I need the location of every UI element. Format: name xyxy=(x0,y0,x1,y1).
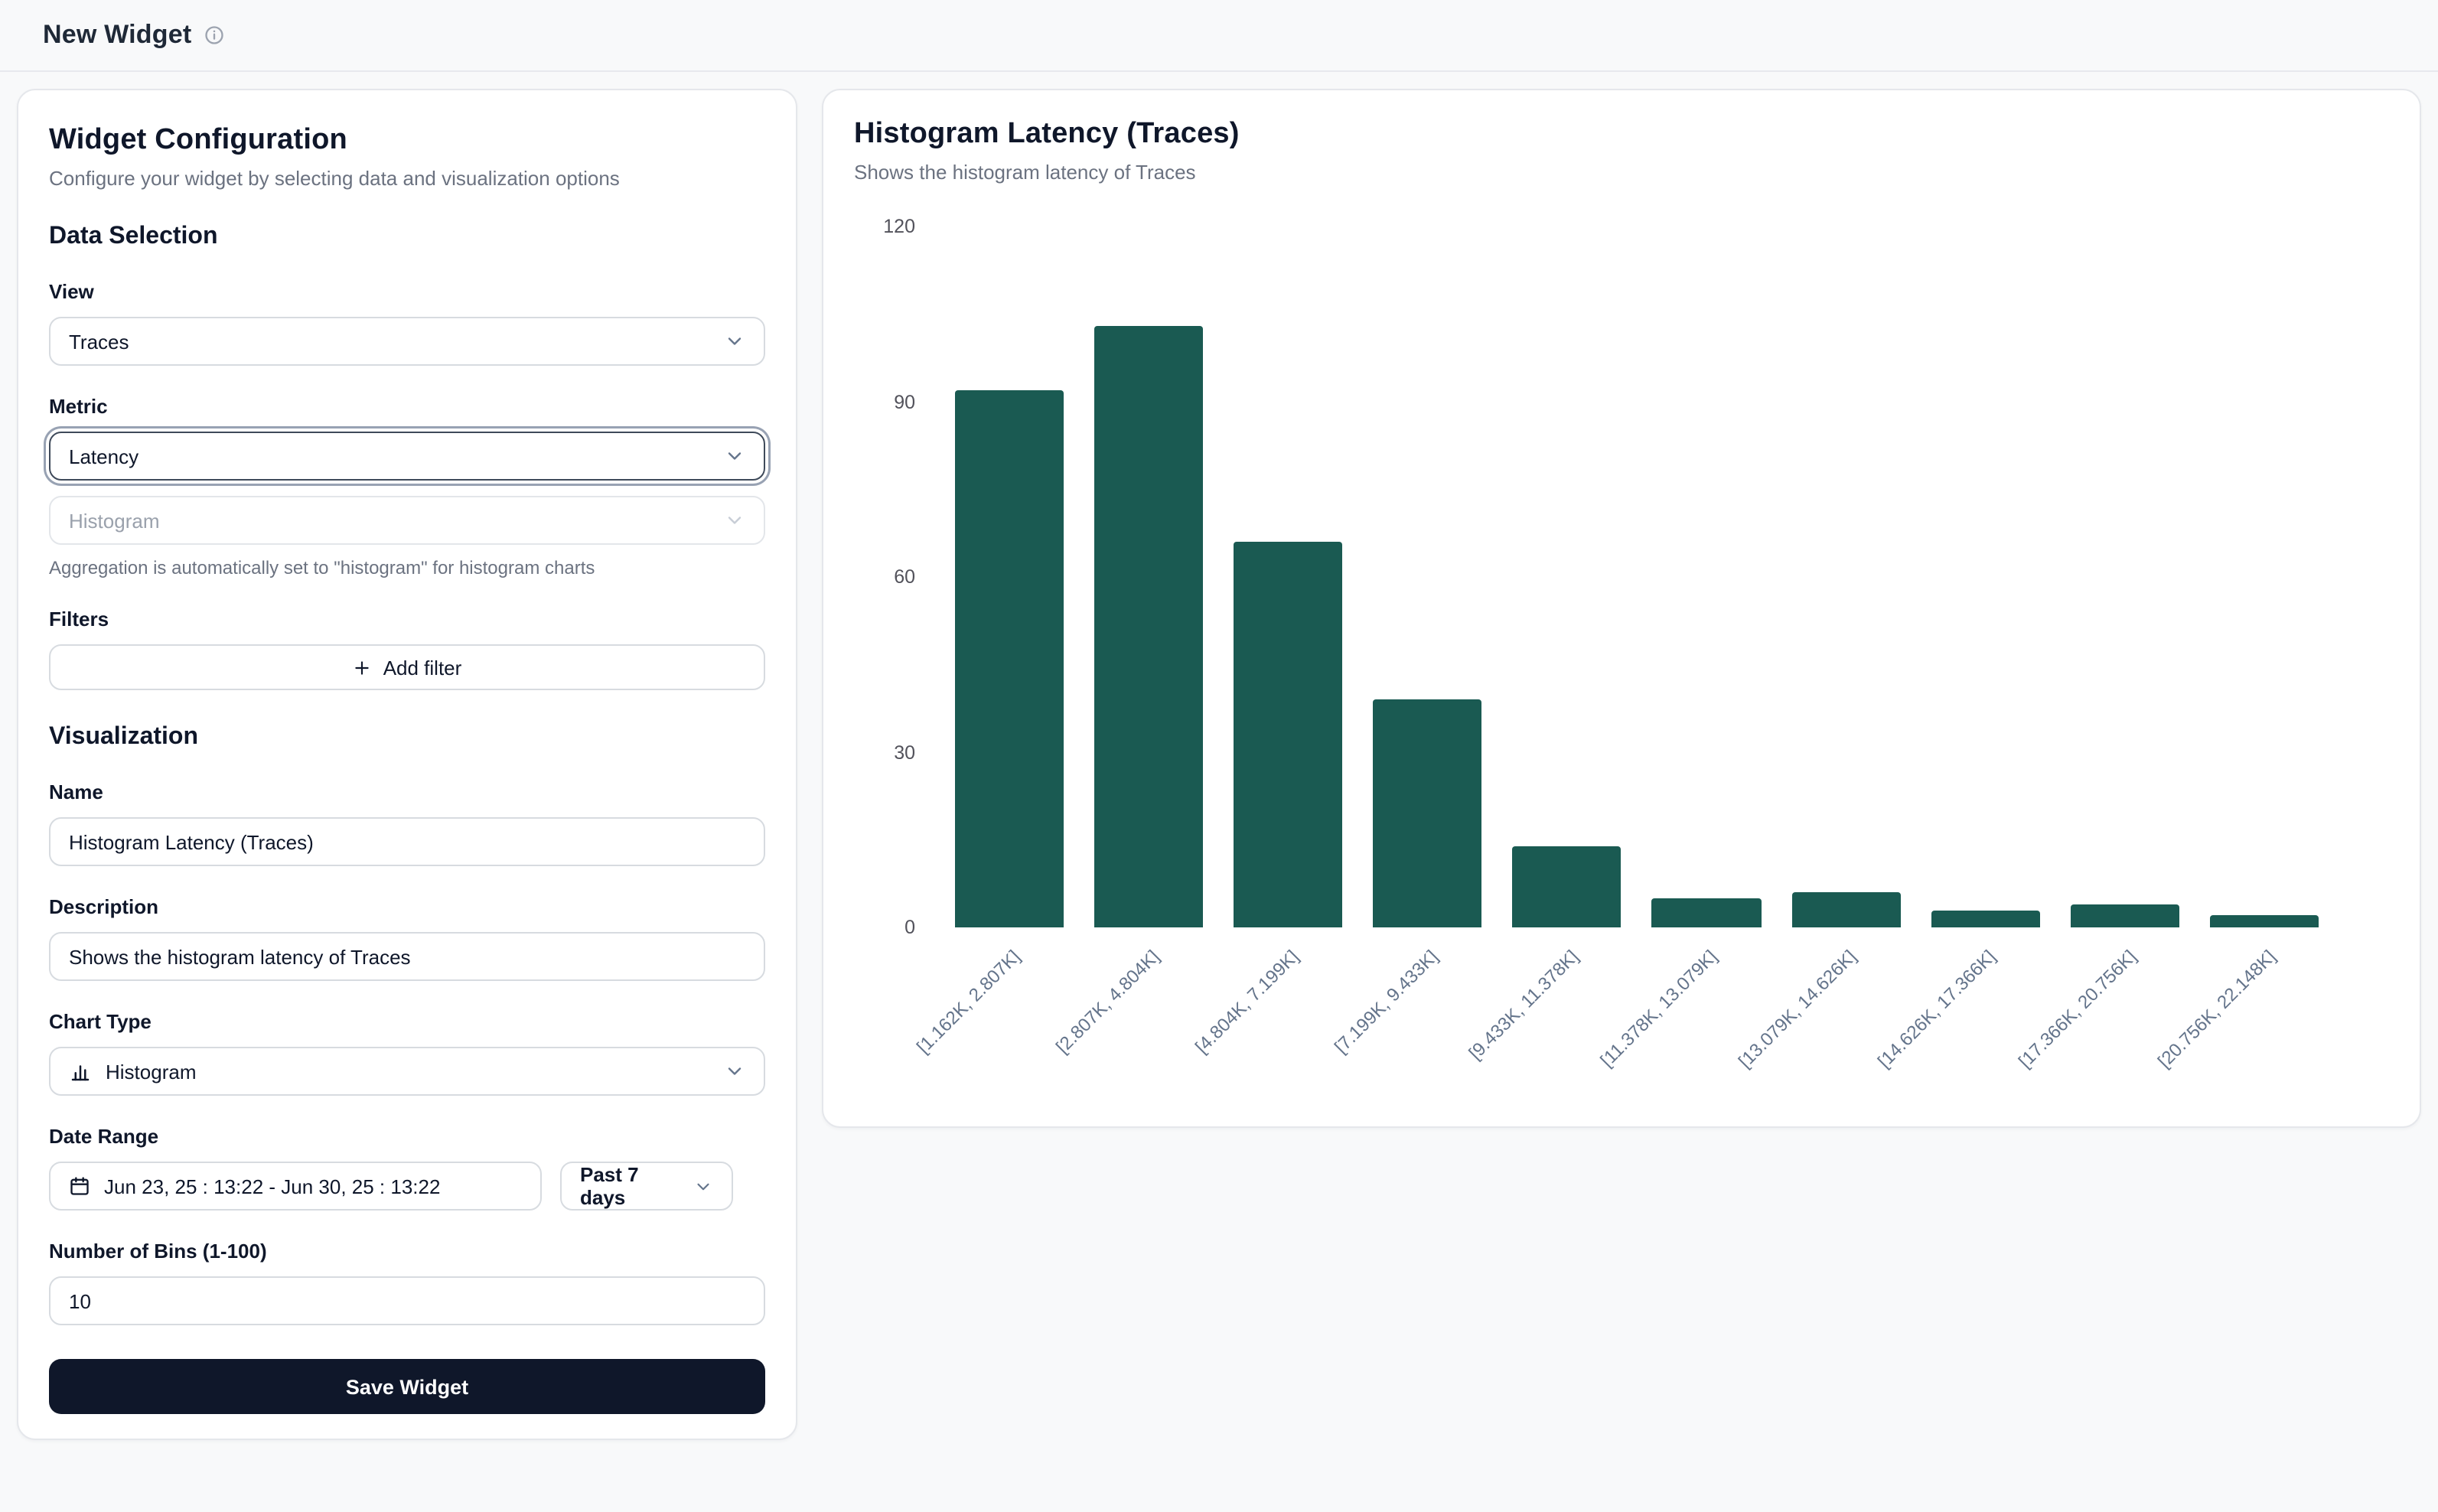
description-label: Description xyxy=(49,895,159,918)
bar-slot xyxy=(1079,226,1218,927)
view-select-value: Traces xyxy=(69,330,129,353)
date-preset-value: Past 7 days xyxy=(580,1163,639,1209)
chevron-down-icon xyxy=(724,331,745,352)
bar-slot xyxy=(2195,226,2334,927)
bar-slot xyxy=(1776,226,1915,927)
y-tick-label: 120 xyxy=(883,216,915,237)
histogram-bar[interactable] xyxy=(1234,542,1343,927)
metric-field: Metric Latency Histogram Aggregation is … xyxy=(49,395,765,578)
chart-subtitle: Shows the histogram latency of Traces xyxy=(854,161,1196,184)
histogram-chart: 0 30 60 90 120 [1.162K, 2.807K] [2.807K, 4.80… xyxy=(854,216,2389,1111)
config-title: Widget Configuration xyxy=(49,124,347,156)
x-label-slot: [1.162K, 2.807K] xyxy=(913,927,1079,1111)
y-tick-label: 90 xyxy=(894,391,915,412)
chevron-down-icon xyxy=(724,510,745,531)
date-range-field: Date Range Jun 23, 25 : 13:22 - Jun 30, … xyxy=(49,1125,765,1211)
page-header: New Widget xyxy=(0,0,2438,72)
name-field: Name xyxy=(49,780,765,866)
filters-label: Filters xyxy=(49,608,109,631)
view-select[interactable]: Traces xyxy=(49,317,765,366)
date-range-picker[interactable]: Jun 23, 25 : 13:22 - Jun 30, 25 : 13:22 xyxy=(49,1162,542,1211)
x-label-slot: [2.807K, 4.804K] xyxy=(1052,927,1218,1111)
chart-bars xyxy=(934,226,2389,927)
metric-label: Metric xyxy=(49,395,108,418)
histogram-bar[interactable] xyxy=(1373,699,1482,927)
histogram-bar[interactable] xyxy=(1512,846,1622,927)
histogram-bar[interactable] xyxy=(1094,325,1204,927)
x-label-slot: [9.433K, 11.378K] xyxy=(1464,927,1637,1111)
histogram-bar[interactable] xyxy=(2209,915,2319,927)
bar-slot xyxy=(1218,226,1358,927)
x-label-slot: [17.366K, 20.756K] xyxy=(2013,927,2195,1111)
bar-slot xyxy=(1637,226,1776,927)
chart-type-field: Chart Type Histogram xyxy=(49,1010,765,1096)
bar-slot xyxy=(1498,226,1637,927)
bar-slot xyxy=(1358,226,1498,927)
metric-select-value: Latency xyxy=(69,445,139,468)
aggregation-help-text: Aggregation is automatically set to "his… xyxy=(49,557,595,578)
date-range-value: Jun 23, 25 : 13:22 - Jun 30, 25 : 13:22 xyxy=(104,1175,441,1198)
page-title: New Widget xyxy=(43,20,192,49)
x-label-slot: [20.756K, 22.148K] xyxy=(2153,927,2334,1111)
data-selection-heading: Data Selection xyxy=(49,223,218,249)
chart-type-value: Histogram xyxy=(106,1060,197,1083)
calendar-icon xyxy=(69,1175,90,1197)
plus-icon xyxy=(353,657,373,677)
view-label: View xyxy=(49,280,94,303)
main-content: Widget Configuration Configure your widg… xyxy=(0,72,2438,1457)
histogram-chart-icon xyxy=(69,1060,92,1083)
histogram-bar[interactable] xyxy=(1791,892,1901,927)
x-label-slot: [14.626K, 17.366K] xyxy=(1874,927,2055,1111)
x-label-slot: [13.079K, 14.626K] xyxy=(1735,927,1915,1111)
chevron-down-icon xyxy=(724,445,745,467)
aggregation-select: Histogram xyxy=(49,496,765,545)
bar-slot xyxy=(1915,226,2055,927)
bar-slot xyxy=(2055,226,2195,927)
chart-preview-card: Histogram Latency (Traces) Shows the his… xyxy=(822,89,2421,1128)
y-tick-label: 60 xyxy=(894,566,915,588)
x-label-slot: [4.804K, 7.199K] xyxy=(1191,927,1358,1111)
chevron-down-icon xyxy=(724,1061,745,1082)
name-label: Name xyxy=(49,780,103,803)
date-range-label: Date Range xyxy=(49,1125,159,1148)
add-filter-label: Add filter xyxy=(383,656,462,679)
chart-type-select[interactable]: Histogram xyxy=(49,1047,765,1096)
filters-field: Filters Add filter xyxy=(49,608,765,690)
metric-select[interactable]: Latency xyxy=(49,432,765,481)
bar-slot xyxy=(940,226,1079,927)
chart-x-axis: [1.162K, 2.807K] [2.807K, 4.804K] [4.804K,… xyxy=(913,927,2389,1111)
name-input[interactable] xyxy=(49,817,765,866)
bins-label: Number of Bins (1-100) xyxy=(49,1240,267,1263)
bins-field: Number of Bins (1-100) xyxy=(49,1240,765,1325)
x-label-slot: [7.199K, 9.433K] xyxy=(1331,927,1498,1111)
view-field: View Traces xyxy=(49,280,765,366)
chevron-down-icon xyxy=(693,1176,713,1196)
y-tick-label: 0 xyxy=(904,917,915,938)
date-preset-select[interactable]: Past 7 days xyxy=(560,1162,733,1211)
info-icon[interactable] xyxy=(204,24,225,46)
aggregation-select-value: Histogram xyxy=(69,509,160,532)
histogram-bar[interactable] xyxy=(2070,904,2179,927)
visualization-heading: Visualization xyxy=(49,724,199,750)
histogram-bar[interactable] xyxy=(955,389,1064,927)
histogram-bar[interactable] xyxy=(1651,898,1762,927)
chart-title: Histogram Latency (Traces) xyxy=(854,118,1240,150)
y-tick-label: 30 xyxy=(894,741,915,763)
x-label-slot: [11.378K, 13.079K] xyxy=(1596,927,1776,1111)
description-input[interactable] xyxy=(49,932,765,981)
bins-input[interactable] xyxy=(49,1276,765,1325)
chart-type-label: Chart Type xyxy=(49,1010,152,1033)
save-widget-button[interactable]: Save Widget xyxy=(49,1359,765,1414)
histogram-bar[interactable] xyxy=(1931,910,2040,927)
widget-configuration-card: Widget Configuration Configure your widg… xyxy=(17,89,797,1440)
config-subtitle: Configure your widget by selecting data … xyxy=(49,167,620,190)
description-field: Description xyxy=(49,895,765,981)
add-filter-button[interactable]: Add filter xyxy=(49,644,765,690)
chart-y-axis: 0 30 60 90 120 xyxy=(854,216,934,938)
